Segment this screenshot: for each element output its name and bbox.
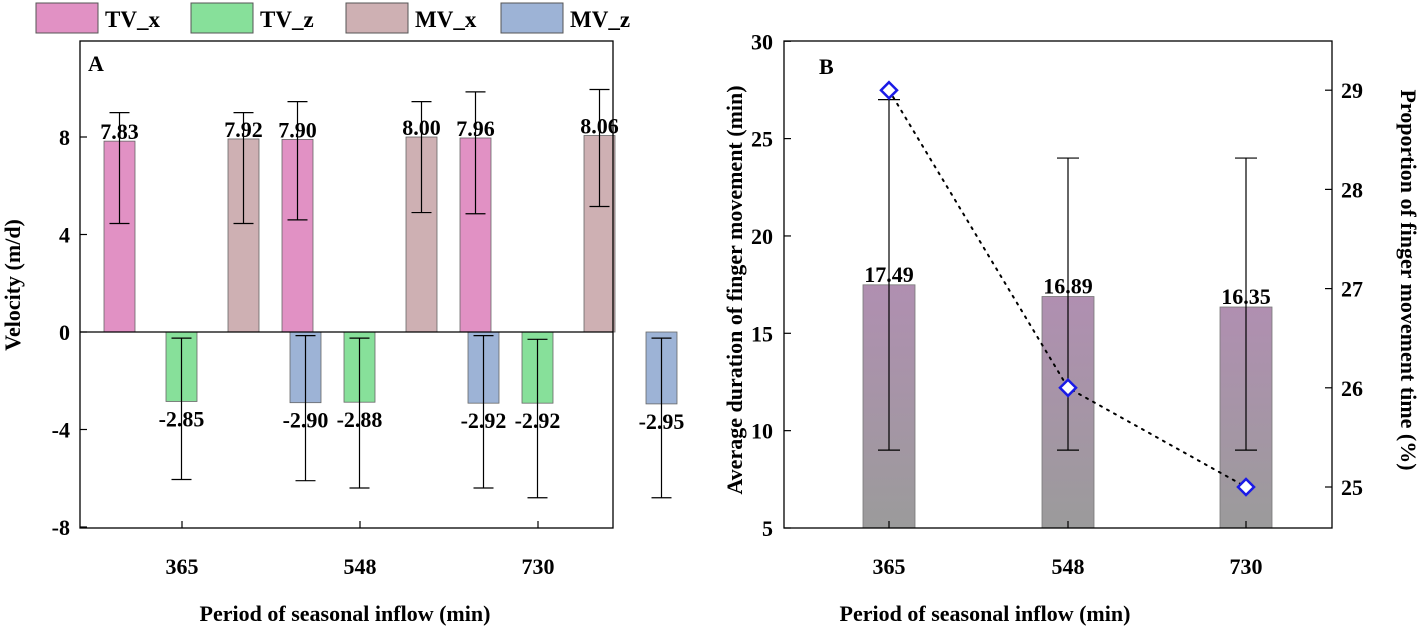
data-label-tv-x-548: 7.90 xyxy=(278,117,317,142)
plot-frame-a xyxy=(79,40,614,529)
x-axis-label-a: Period of seasonal inflow (min) xyxy=(200,601,491,626)
x-tick-label-a: 365 xyxy=(166,554,199,579)
data-label-tv-x-365: 7.83 xyxy=(100,119,139,144)
x-tick-label-b: 548 xyxy=(1052,554,1085,579)
data-label-duration-365: 17.49 xyxy=(864,262,914,287)
proportion-marker-365 xyxy=(879,80,899,100)
legend-swatch-mv-z xyxy=(500,2,564,34)
legend-label-tv-z: TV_z xyxy=(260,7,314,32)
chart-a: TV_x TV_z MV_x MV_z 7.83 7.90 7.96-2.85 -2.88-… xyxy=(0,2,685,626)
data-label-mv-z-730: -2.95 xyxy=(639,409,685,434)
proportion-marker-548 xyxy=(1058,378,1078,398)
data-label-duration-548: 16.89 xyxy=(1043,274,1093,299)
y2-tick-label-b: 25 xyxy=(1341,475,1363,500)
x-tick-label-b: 730 xyxy=(1230,554,1263,579)
legend-label-mv-z: MV_z xyxy=(570,7,630,32)
data-label-mv-z-548: -2.92 xyxy=(461,408,507,433)
data-label-mv-z-365: -2.90 xyxy=(283,408,329,433)
legend-a: TV_x TV_z MV_x MV_z xyxy=(35,2,630,34)
data-label-tv-z-548: -2.88 xyxy=(337,407,383,432)
chart-b: 17.49 16.89 16.35 5 10 15 20 25 30 25 26 27 28 29 30 3… xyxy=(722,0,1417,626)
y-tick-label-a: 0 xyxy=(59,320,70,345)
y-tick-label-a: 4 xyxy=(59,223,70,248)
y-tick-label-a: -8 xyxy=(52,515,70,540)
legend-swatch-tv-z xyxy=(190,2,254,34)
plot-frame-b xyxy=(783,40,1333,529)
x-tick-label-a: 730 xyxy=(522,554,555,579)
legend-swatch-tv-x xyxy=(35,2,99,34)
panel-letter-a: A xyxy=(88,51,104,76)
legend-label-tv-x: TV_x xyxy=(105,7,160,32)
x-tick-label-b: 365 xyxy=(873,554,906,579)
x-axis-label-b: Period of seasonal inflow (min) xyxy=(840,601,1131,626)
y2-tick-label-b: 26 xyxy=(1341,376,1363,401)
y-tick-label-b: 5 xyxy=(762,516,773,541)
proportion-marker-730 xyxy=(1236,477,1256,497)
data-label-tv-z-365: -2.85 xyxy=(159,406,205,431)
y-tick-label-b: 15 xyxy=(751,321,773,346)
data-label-mv-x-548: 8.00 xyxy=(402,115,441,140)
y2-tick-label-b: 30 xyxy=(1341,0,1363,4)
y-tick-label-a: 8 xyxy=(59,125,70,150)
data-label-mv-x-365: 7.92 xyxy=(224,117,263,142)
y-tick-label-b: 10 xyxy=(751,419,773,444)
panel-letter-b: B xyxy=(819,54,834,79)
y-axis-label-b: Average duration of finger movement (min… xyxy=(722,85,747,494)
legend-label-mv-x: MV_x xyxy=(415,7,477,32)
y-tick-label-b: 30 xyxy=(751,29,773,54)
y2-tick-label-b: 27 xyxy=(1341,277,1363,302)
data-label-duration-730: 16.35 xyxy=(1221,284,1271,309)
data-label-mv-x-730: 8.06 xyxy=(580,114,619,139)
legend-swatch-mv-x xyxy=(345,2,409,34)
y-axis-label-a: Velocity (m/d) xyxy=(0,219,25,351)
y2-tick-label-b: 28 xyxy=(1341,177,1363,202)
x-tick-label-a: 548 xyxy=(344,554,377,579)
y-tick-label-b: 20 xyxy=(751,224,773,249)
data-label-tv-x-730: 7.96 xyxy=(456,116,495,141)
y-tick-label-a: -4 xyxy=(52,418,70,443)
y-tick-label-b: 25 xyxy=(751,127,773,152)
data-label-tv-z-730: -2.92 xyxy=(515,408,561,433)
y2-axis-label-b: Proportion of finger movement time (%) xyxy=(1396,89,1417,470)
y2-tick-label-b: 29 xyxy=(1341,78,1363,103)
